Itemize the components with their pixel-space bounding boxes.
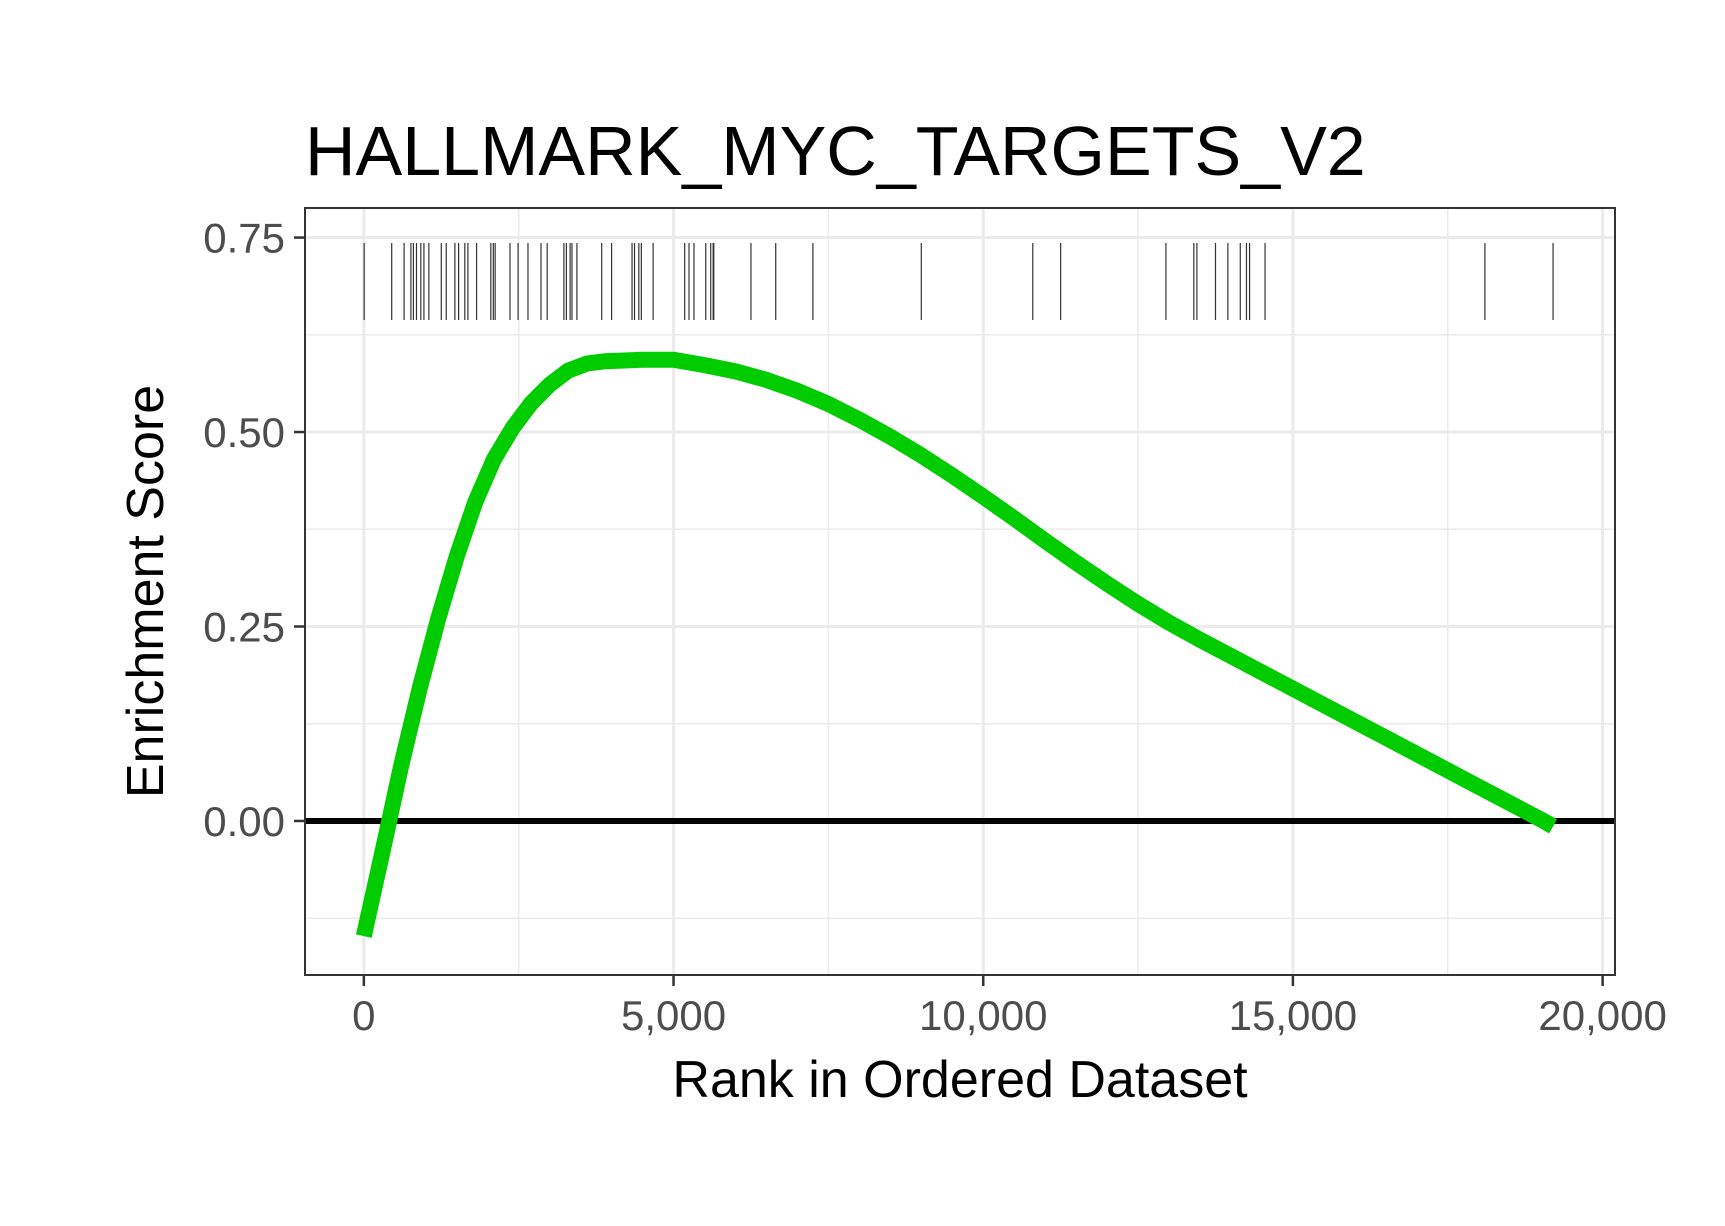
enrichment-score-line — [355, 351, 1558, 938]
x-axis-title: Rank in Ordered Dataset — [672, 1051, 1248, 1109]
chart-title: HALLMARK_MYC_TARGETS_V2 — [305, 112, 1366, 190]
x-tick-label: 15,000 — [1229, 992, 1357, 1039]
x-tick-label: 5,000 — [621, 992, 726, 1039]
y-tick-label: 0.25 — [203, 604, 285, 651]
y-tick-label: 0.75 — [203, 215, 285, 262]
series-layer — [355, 351, 1558, 938]
grid — [305, 208, 1615, 975]
y-tick-label: 0.00 — [203, 798, 285, 845]
x-tick-label: 10,000 — [919, 992, 1047, 1039]
axes: 0.00 0.25 0.50 0.75 0 5,000 10,000 15,000 20,000 — [203, 215, 1667, 1039]
gene-hit-ticks — [363, 243, 1554, 320]
y-axis-title: Enrichment Score — [117, 385, 175, 798]
x-tick-label: 20,000 — [1538, 992, 1666, 1039]
y-tick-label: 0.50 — [203, 409, 285, 456]
panel-border — [304, 207, 1616, 976]
x-tick-label: 0 — [352, 992, 375, 1039]
